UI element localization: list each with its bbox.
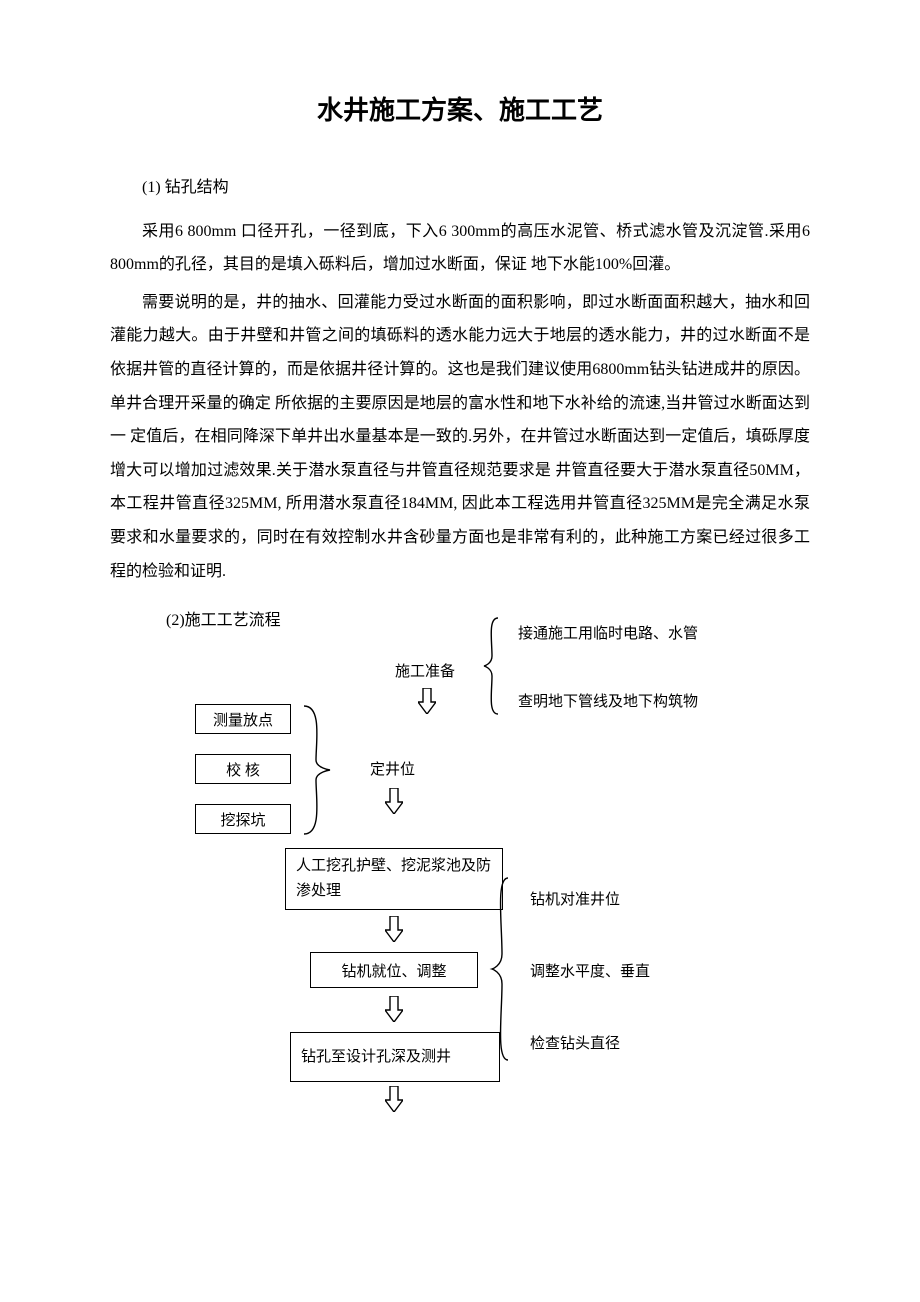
arrow-down-icon (385, 1086, 403, 1108)
flowchart-section: (2)施工工艺流程 施工准备 接通施工用临时电路、水管 查明地下管线及地下构筑物… (110, 606, 810, 1176)
flow-box-pit: 挖探坑 (195, 804, 291, 834)
brace-icon (480, 616, 508, 721)
document-page: 水井施工方案、施工工艺 (1) 钻孔结构 采用6 800mm 口径开孔，一径到底… (0, 0, 920, 1216)
flow-rig-right-3: 检查钻头直径 (530, 1032, 620, 1053)
flow-box-check: 校 核 (195, 754, 291, 784)
flow-node-wellpos: 定井位 (370, 758, 415, 779)
flow-box-measure-label: 测量放点 (213, 709, 273, 730)
arrow-down-icon (385, 916, 403, 938)
arrow-down-icon (418, 688, 436, 710)
flow-box-check-label: 校 核 (226, 759, 260, 780)
flow-node-prep: 施工准备 (395, 660, 455, 681)
flow-prep-right-2: 查明地下管线及地下构筑物 (518, 690, 698, 711)
section-1-label: (1) 钻孔结构 (110, 171, 810, 205)
flow-prep-right-1: 接通施工用临时电路、水管 (518, 622, 698, 643)
flow-rig-right-2: 调整水平度、垂直 (530, 960, 650, 981)
flow-rig-right-1: 钻机对准井位 (530, 888, 620, 909)
flow-box-drill-label: 钻孔至设计孔深及测井 (301, 1046, 451, 1069)
flow-box-drill: 钻孔至设计孔深及测井 (290, 1032, 500, 1082)
flow-box-pit-label: 挖探坑 (220, 809, 265, 830)
arrow-down-icon (385, 996, 403, 1018)
paragraph-1: 采用6 800mm 口径开孔，一径到底，下入6 300mm的高压水泥管、桥式滤水… (110, 215, 810, 282)
flowchart: 施工准备 接通施工用临时电路、水管 查明地下管线及地下构筑物 测量放点 校 核 (110, 636, 810, 1176)
flow-box-dig-label: 人工挖孔护壁、挖泥浆池及防渗处理 (296, 854, 492, 905)
flow-box-rig-label: 钻机就位、调整 (341, 960, 446, 981)
paragraph-2: 需要说明的是，井的抽水、回灌能力受过水断面的面积影响，即过水断面面积越大，抽水和… (110, 286, 810, 588)
flow-box-rig: 钻机就位、调整 (310, 952, 478, 988)
flow-box-dig: 人工挖孔护壁、挖泥浆池及防渗处理 (285, 848, 503, 910)
arrow-down-icon (385, 788, 403, 810)
flow-box-measure: 测量放点 (195, 704, 291, 734)
section-2-label: (2)施工工艺流程 (166, 606, 281, 630)
document-title: 水井施工方案、施工工艺 (110, 90, 810, 127)
brace-icon (300, 702, 340, 843)
